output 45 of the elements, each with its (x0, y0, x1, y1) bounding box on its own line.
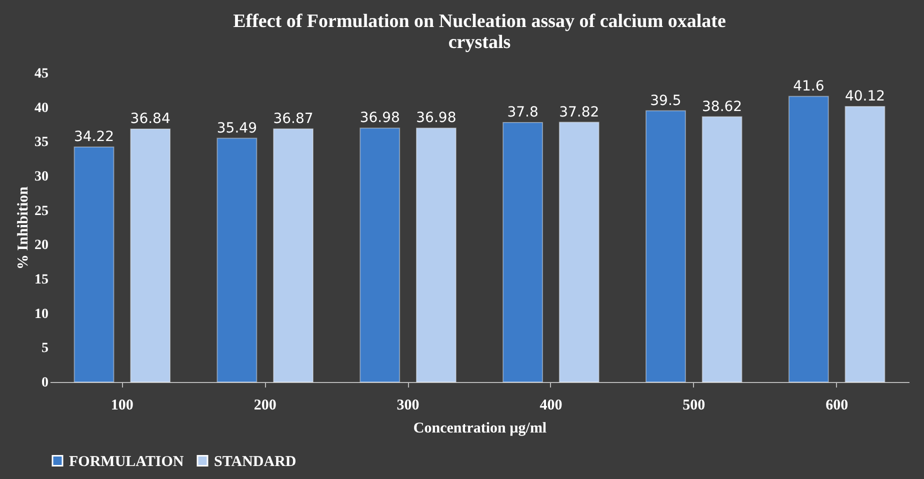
bar (558, 122, 600, 382)
x-tick-label: 600 (826, 398, 848, 414)
y-tick-label: 45 (34, 66, 48, 82)
x-tick-label: 100 (110, 398, 134, 414)
y-tick-label: 20 (34, 238, 48, 254)
bar (702, 116, 742, 382)
data-label: 39.5 (650, 92, 682, 109)
bar (273, 128, 314, 382)
y-tick-label: 10 (34, 306, 48, 322)
data-label: 35.49 (216, 120, 257, 136)
bar (416, 128, 456, 382)
legend-label: FORMULATION (69, 454, 184, 470)
legend-label: STANDARD (214, 454, 296, 470)
x-tick-label: 200 (254, 398, 276, 414)
x-tick-label: 500 (682, 398, 706, 414)
chart-title: Effect of Formulation on Nucleation assay of calcium oxalate crystals (233, 11, 726, 53)
y-tick-label: 0 (42, 376, 48, 390)
bar (74, 146, 114, 382)
data-label: 36.98 (416, 110, 456, 126)
x-tick-label: 400 (540, 398, 562, 414)
bar (844, 106, 886, 382)
bar (502, 122, 544, 382)
data-label: 34.22 (74, 129, 114, 146)
data-label: 36.87 (273, 110, 314, 127)
y-tick-label: 5 (42, 341, 48, 356)
y-tick-label: 35 (34, 135, 48, 150)
data-label: 36.98 (360, 110, 400, 126)
data-label: 37.82 (559, 104, 600, 120)
bar (646, 110, 686, 382)
x-tick-label: 300 (396, 398, 420, 414)
y-axis-title: % Inhibition (16, 186, 32, 270)
data-label: 36.84 (130, 111, 170, 128)
y-tick-label: 40 (34, 100, 48, 116)
bar (360, 128, 400, 382)
data-label: 41.6 (793, 78, 824, 94)
y-tick-label: 15 (34, 272, 48, 288)
data-label: 40.12 (844, 88, 886, 105)
data-label: 38.62 (702, 98, 742, 115)
y-tick-label: 25 (34, 204, 48, 219)
bar (130, 128, 171, 382)
bar (788, 96, 829, 382)
y-tick-label: 30 (34, 170, 48, 184)
data-label: 37.8 (507, 104, 538, 120)
bar (216, 138, 258, 382)
x-axis-title: Concentration µg/ml (413, 420, 547, 436)
